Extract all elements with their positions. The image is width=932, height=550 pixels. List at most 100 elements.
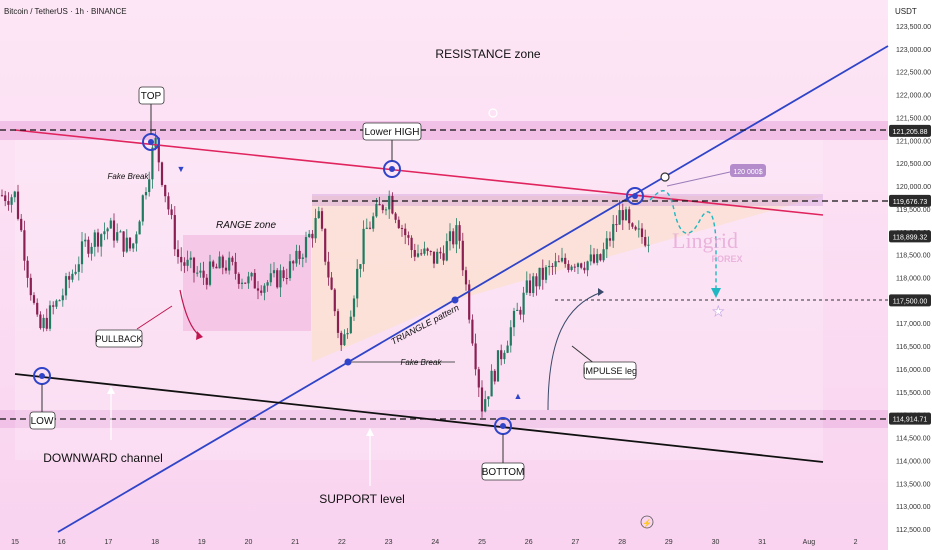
price-axis[interactable]: 123,500.00 123,000.00 122,500.00 122,000.00… — [896, 24, 931, 534]
projection-arrow — [711, 288, 721, 298]
candle-body — [442, 253, 445, 261]
target-star-icon: ★ — [712, 303, 725, 319]
candle-body — [346, 333, 349, 335]
price-tag-box — [889, 294, 931, 307]
time-tick-label: 2 — [854, 539, 858, 546]
range-zone-box — [183, 235, 311, 331]
candle-body — [596, 254, 599, 263]
price-tag-label: 114,914.71 — [893, 417, 928, 424]
candle-body — [298, 250, 301, 259]
candle-body — [276, 270, 279, 288]
candle-body — [634, 226, 637, 230]
candle-body — [176, 249, 180, 257]
candle-body — [128, 237, 132, 249]
top-label: TOP — [141, 91, 162, 102]
candle-body — [292, 261, 295, 264]
price-tick-label: 122,000.00 — [896, 93, 931, 100]
candle-body — [48, 305, 52, 329]
candle-body — [458, 225, 461, 241]
candle-body — [484, 399, 487, 412]
candle-body — [221, 256, 224, 268]
triangle-top-band — [312, 194, 823, 206]
price-tag-box — [889, 194, 931, 207]
candle-body — [452, 231, 455, 245]
callout-leader — [666, 171, 731, 187]
candle-body — [628, 209, 631, 224]
candle-body — [244, 282, 247, 284]
price-tick-label: 113,500.00 — [896, 481, 931, 488]
time-axis[interactable]: 15 16 17 18 19 20 21 22 23 24 25 26 27 28 29 30 31 Aug 2 — [11, 539, 858, 546]
watermark-sub: FOREX — [711, 254, 742, 264]
candle-body — [576, 263, 580, 268]
breakout-marker[interactable] — [626, 187, 644, 205]
candle-body — [215, 266, 218, 269]
candle-body — [90, 246, 93, 254]
time-tick-label: 27 — [572, 539, 580, 546]
bottom-label: BOTTOM — [482, 467, 525, 478]
candle-body — [333, 289, 336, 312]
candle-body — [365, 227, 368, 229]
candle-body — [349, 316, 352, 334]
candle-body — [327, 261, 330, 278]
time-tick-label: 15 — [11, 539, 19, 546]
candle-body — [160, 162, 164, 185]
candle-body — [448, 231, 452, 242]
candle-body — [615, 224, 618, 226]
time-tick-label: Aug — [803, 539, 816, 546]
candle-body — [602, 249, 605, 261]
candle-body — [583, 267, 586, 271]
channel-lower-line[interactable] — [14, 373, 824, 463]
candle-body — [324, 228, 327, 262]
candle-body — [29, 277, 32, 296]
range-zone-label: RANGE zone — [216, 220, 276, 231]
candle-body — [624, 209, 628, 221]
candle-body — [461, 240, 464, 271]
candle-body — [516, 309, 519, 311]
price-tick-label: 119,500.00 — [896, 207, 931, 214]
price-tick-label: 117,000.00 — [896, 321, 931, 328]
pullback-label-box — [95, 329, 143, 348]
candle-body — [557, 261, 560, 263]
candle-body — [58, 300, 61, 302]
time-tick-label: 17 — [105, 539, 113, 546]
candle-body — [493, 370, 496, 382]
price-tick-label: 118,500.00 — [896, 253, 931, 260]
price-tick-label: 118,000.00 — [896, 276, 931, 283]
price-tick-label: 121,000.00 — [896, 138, 931, 145]
time-tick-label: 28 — [618, 539, 626, 546]
lightning-icon[interactable] — [640, 515, 654, 529]
candle-body — [263, 285, 266, 293]
candle-body — [500, 350, 503, 360]
candle-body — [272, 270, 276, 274]
downward-channel-label: DOWNWARD channel — [43, 451, 163, 465]
candle-body — [487, 396, 490, 400]
event-icon[interactable] — [488, 108, 498, 118]
candle-body — [45, 317, 48, 329]
candle-body — [464, 270, 468, 285]
candle-body — [228, 257, 231, 271]
candle-body — [356, 268, 359, 299]
symbol-title[interactable]: Bitcoin / TetherUS · 1h · BINANCE — [4, 7, 127, 16]
candle-body — [32, 295, 36, 303]
time-tick-label: 30 — [712, 539, 720, 546]
candle-body — [413, 250, 416, 257]
price-tick-label: 113,000.00 — [896, 504, 931, 511]
candle-body — [496, 350, 500, 382]
pullback-leader — [136, 305, 173, 330]
candle-body — [362, 228, 365, 265]
candle-body — [314, 218, 317, 239]
ascending-trendline[interactable] — [57, 45, 889, 533]
candle-body — [554, 261, 557, 267]
support-pointer-head — [366, 428, 374, 436]
candle-body — [423, 248, 426, 254]
impulse-label-box — [583, 361, 637, 380]
price-tag-box — [889, 230, 931, 243]
candle-body — [525, 280, 528, 293]
price-tick-label: 120,000.00 — [896, 184, 931, 191]
triangle-touch-dot — [451, 296, 459, 304]
candle-body — [71, 273, 74, 280]
price-tag-label: 118,899.32 — [893, 234, 928, 241]
projection-path — [649, 190, 717, 292]
candle-body — [26, 260, 29, 278]
